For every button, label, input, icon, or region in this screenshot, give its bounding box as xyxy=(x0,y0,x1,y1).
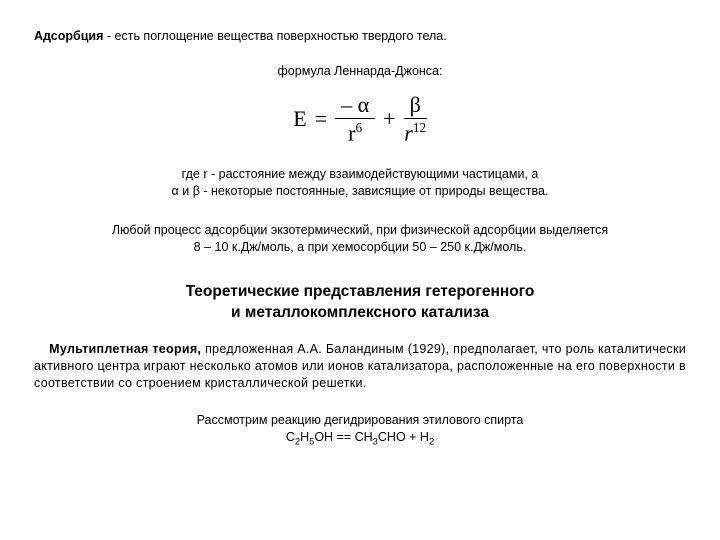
definition-text: есть поглощение вещества поверхностью тв… xyxy=(115,29,447,43)
process-line-1: Любой процесс адсорбции экзотермический,… xyxy=(60,222,660,239)
frac1-den: r6 xyxy=(348,119,362,144)
frac2-num: β xyxy=(404,94,427,119)
formula-frac-1: – α r6 xyxy=(335,94,375,144)
formula-eq: = xyxy=(315,104,327,134)
where-block: где r - расстояние между взаимодействующ… xyxy=(120,166,600,200)
where-line-2: α и β - некоторые постоянные, зависящие … xyxy=(120,183,600,200)
theory-paragraph: Мультиплетная теория, предложенная А.А. … xyxy=(34,341,686,392)
frac2-den: r12 xyxy=(404,119,426,144)
section-title: Теоретические представления гетерогенног… xyxy=(34,282,686,324)
formula-plus: + xyxy=(383,104,395,134)
where-line-1: где r - расстояние между взаимодействующ… xyxy=(120,166,600,183)
section-title-line-1: Теоретические представления гетерогенног… xyxy=(34,282,686,303)
reaction-equation: C2H5OH == CH3CHO + H2 xyxy=(34,429,686,448)
frac1-num: – α xyxy=(335,94,375,119)
process-block: Любой процесс адсорбции экзотермический,… xyxy=(60,222,660,256)
reaction-intro: Рассмотрим реакцию дегидрирования этилов… xyxy=(34,412,686,429)
lennard-jones-formula: E = – α r6 + β r12 xyxy=(34,94,686,144)
process-line-2: 8 – 10 к.Дж/моль, а при хемосорбции 50 –… xyxy=(60,239,660,256)
formula-frac-2: β r12 xyxy=(404,94,427,144)
formula-label: формула Леннарда-Джонса: xyxy=(34,63,686,80)
section-title-line-2: и металлокомплексного катализа xyxy=(34,303,686,324)
theory-lead: Мультиплетная теория, xyxy=(49,342,201,356)
definition-term: Адсорбция xyxy=(34,29,103,43)
definition-sep: - xyxy=(103,29,114,43)
formula-lhs: E xyxy=(293,104,306,134)
reaction-block: Рассмотрим реакцию дегидрирования этилов… xyxy=(34,412,686,448)
definition-line: Адсорбция - есть поглощение вещества пов… xyxy=(34,28,686,45)
